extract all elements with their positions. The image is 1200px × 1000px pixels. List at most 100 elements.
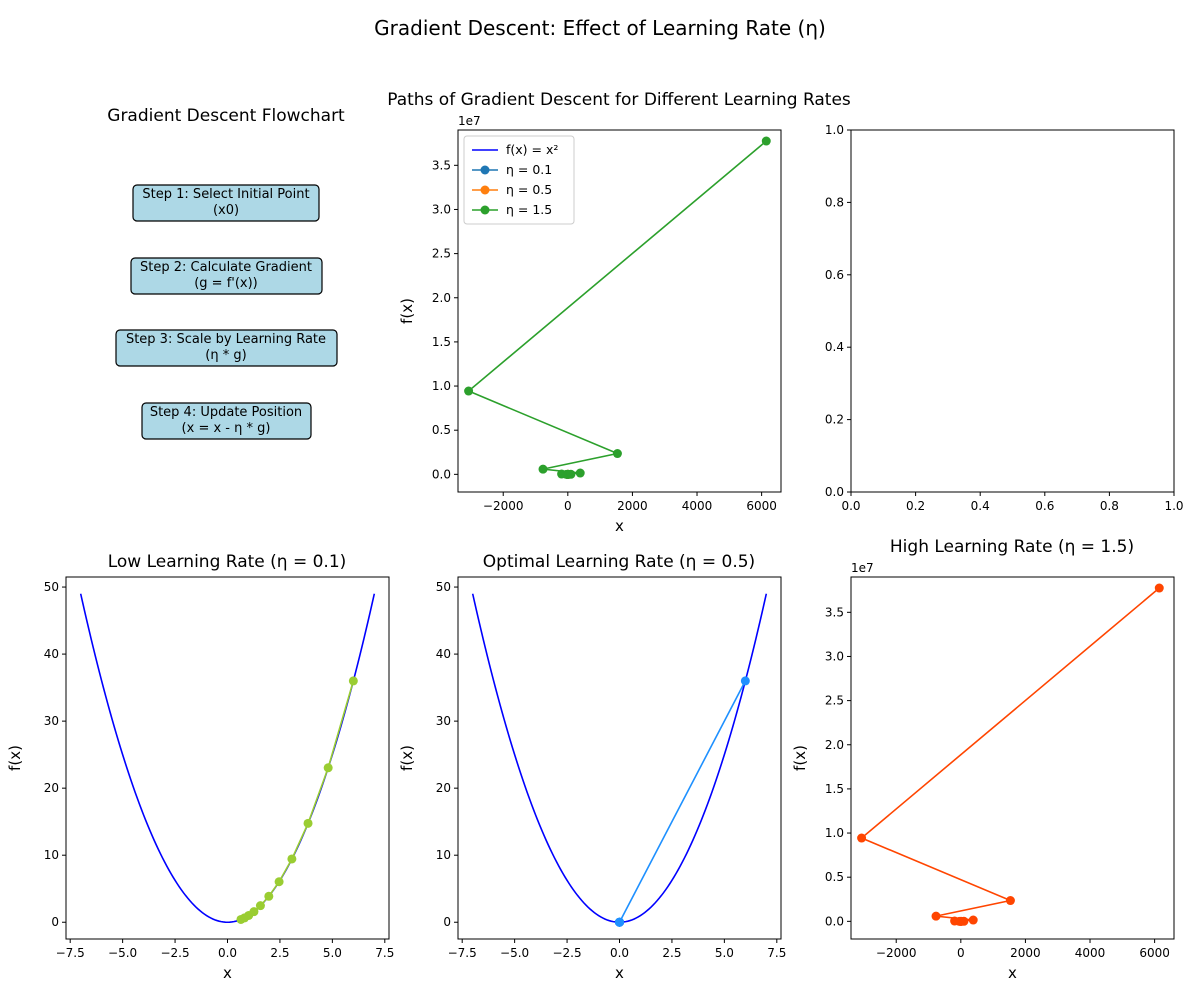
chart-paths-y-offset: 1e7 bbox=[458, 114, 481, 128]
chart-low-title: Low Learning Rate (η = 0.1) bbox=[108, 552, 347, 572]
flowchart-step-3-box bbox=[115, 329, 338, 367]
chart-empty-ytick-label-0: 0.0 bbox=[825, 485, 844, 499]
chart-optimal: −7.5 −5.0 −2.5 0.0 2.5 5.0 7.5 0 10 20 30 40 50 x f(x)… bbox=[398, 552, 786, 982]
flowchart-step-1-line2: (x0) bbox=[213, 203, 239, 218]
chart-paths-ytick-label-2: 1.0 bbox=[432, 379, 451, 393]
chart-optimal-xtick-label-3: 0.0 bbox=[610, 946, 629, 960]
chart-paths-legend-label-2: η = 0.5 bbox=[506, 182, 552, 197]
chart-paths-series-3-point-7 bbox=[538, 464, 548, 474]
chart-paths-ytick-label-7: 3.5 bbox=[432, 158, 451, 172]
chart-paths-title: Paths of Gradient Descent for Different … bbox=[387, 90, 851, 110]
chart-high-xtick-label-4: 6000 bbox=[1139, 946, 1170, 960]
chart-paths-ytick-label-0: 0.0 bbox=[432, 467, 451, 481]
chart-low-ytick-label-4: 40 bbox=[44, 647, 59, 661]
chart-high-y-offset: 1e7 bbox=[851, 561, 874, 575]
chart-low-ytick-label-3: 30 bbox=[44, 714, 59, 728]
chart-paths-ytick-label-1: 0.5 bbox=[432, 423, 451, 437]
chart-optimal-ytick-label-4: 40 bbox=[436, 647, 451, 661]
chart-high-ytick-label-1: 0.5 bbox=[825, 870, 844, 884]
chart-low-ytick-label-1: 10 bbox=[44, 848, 59, 862]
chart-paths-ytick-label-6: 3.0 bbox=[432, 202, 451, 216]
chart-high-ytick-label-0: 0.0 bbox=[825, 914, 844, 928]
chart-high-ytick-label-2: 1.0 bbox=[825, 826, 844, 840]
chart-optimal-ytick-label-5: 50 bbox=[436, 580, 451, 594]
chart-empty-xtick-label-1: 0.2 bbox=[906, 499, 925, 513]
chart-optimal-xtick-label-5: 5.0 bbox=[715, 946, 734, 960]
chart-paths-series-3-point-8 bbox=[612, 449, 622, 459]
chart-low-series-1-point-3 bbox=[287, 854, 297, 864]
chart-high-series-1-point-6 bbox=[968, 915, 978, 925]
chart-low-xtick-label-5: 5.0 bbox=[323, 946, 342, 960]
chart-optimal-ytick-label-3: 30 bbox=[436, 714, 451, 728]
chart-low-series-1-point-10 bbox=[236, 914, 246, 924]
flowchart-step-4-box bbox=[141, 402, 312, 440]
flowchart-step-1-box bbox=[132, 184, 320, 222]
chart-high-xlabel: x bbox=[1008, 964, 1017, 982]
chart-empty-xtick-label-5: 1.0 bbox=[1164, 499, 1183, 513]
chart-optimal-frame bbox=[457, 576, 782, 940]
chart-low-series-1-point-5 bbox=[264, 891, 274, 901]
chart-low: −7.5 −5.0 −2.5 0.0 2.5 5.0 7.5 0 10 20 30 40 50 x f(x)… bbox=[6, 552, 394, 982]
chart-paths-ytick-label-3: 1.5 bbox=[432, 335, 451, 349]
chart-low-series-1-point-0 bbox=[348, 676, 358, 686]
chart-low-series-1-point-6 bbox=[255, 901, 265, 911]
chart-paths-xlabel: x bbox=[615, 517, 624, 535]
chart-high-ytick-label-7: 3.5 bbox=[825, 605, 844, 619]
flowchart-step-1: Step 1: Select Initial Point (x0) bbox=[132, 184, 320, 222]
chart-paths-ylabel: f(x) bbox=[398, 298, 416, 324]
chart-optimal-xtick-label-0: −7.5 bbox=[448, 946, 477, 960]
chart-paths-xtick-label-1: 0 bbox=[564, 499, 572, 513]
chart-optimal-series-1-point-0 bbox=[740, 676, 750, 686]
chart-low-ylabel: f(x) bbox=[6, 745, 24, 771]
chart-high-series-1-point-7 bbox=[931, 911, 941, 921]
chart-empty-ytick-label-5: 1.0 bbox=[825, 123, 844, 137]
chart-optimal-ytick-label-0: 0 bbox=[443, 915, 451, 929]
chart-high-xtick-label-2: 2000 bbox=[1010, 946, 1041, 960]
flowchart-step-1-line1: Step 1: Select Initial Point bbox=[142, 187, 309, 202]
flowchart-step-3-line1: Step 3: Scale by Learning Rate bbox=[126, 332, 326, 347]
chart-paths-series-3-point-5 bbox=[557, 469, 567, 479]
chart-empty-ytick-label-4: 0.8 bbox=[825, 195, 844, 209]
flowchart-step-3: Step 3: Scale by Learning Rate (η * g) bbox=[115, 329, 338, 367]
figure-suptitle: Gradient Descent: Effect of Learning Rat… bbox=[374, 16, 826, 40]
chart-paths-frame bbox=[457, 129, 782, 493]
chart-empty-ytick-label-3: 0.6 bbox=[825, 268, 844, 282]
chart-paths-xtick-label-3: 4000 bbox=[682, 499, 713, 513]
chart-low-ytick-label-2: 20 bbox=[44, 781, 59, 795]
chart-paths-legend-label-3: η = 1.5 bbox=[506, 202, 552, 217]
chart-paths-legend-label-1: η = 0.1 bbox=[506, 162, 552, 177]
chart-high-series-1-point-4 bbox=[959, 916, 969, 926]
chart-optimal-series-0-line bbox=[471, 593, 768, 924]
chart-paths-legend-label-0: f(x) = x² bbox=[506, 142, 558, 157]
chart-high-ytick-label-5: 2.5 bbox=[825, 694, 844, 708]
chart-optimal-plot-area bbox=[471, 593, 768, 927]
chart-paths-ytick-label-4: 2.0 bbox=[432, 291, 451, 305]
chart-high-series-1-point-8 bbox=[1005, 896, 1015, 906]
chart-paths-legend-marker-1 bbox=[480, 165, 490, 175]
chart-high: −2000 0 2000 4000 6000 0.0 0.5 1.0 1.5 2.0 2.5 3.0 3… bbox=[791, 537, 1175, 982]
chart-high-plot-area bbox=[857, 583, 1164, 926]
chart-optimal-ylabel: f(x) bbox=[398, 745, 416, 771]
chart-low-series-1-point-4 bbox=[274, 877, 284, 887]
charts-root: −2000 0 2000 4000 6000 0.0 0.5 1.0 1.5 2.0 2.5 3.0 3… bbox=[6, 90, 1184, 982]
chart-high-ytick-label-6: 3.0 bbox=[825, 649, 844, 663]
chart-optimal-title: Optimal Learning Rate (η = 0.5) bbox=[483, 552, 755, 572]
chart-optimal-xtick-label-1: −5.0 bbox=[500, 946, 529, 960]
flowchart-step-4-line1: Step 4: Update Position bbox=[150, 405, 302, 420]
chart-paths-xtick-label-0: −2000 bbox=[483, 499, 524, 513]
chart-paths-legend-marker-3 bbox=[480, 205, 490, 215]
chart-high-ylabel: f(x) bbox=[791, 745, 809, 771]
flowchart-step-2-line1: Step 2: Calculate Gradient bbox=[140, 260, 312, 275]
chart-high-ytick-label-3: 1.5 bbox=[825, 782, 844, 796]
chart-empty-xtick-label-3: 0.6 bbox=[1035, 499, 1054, 513]
chart-optimal-xlabel: x bbox=[615, 964, 624, 982]
chart-optimal-series-1-point-10 bbox=[615, 917, 624, 927]
chart-paths-series-3-point-6 bbox=[575, 468, 585, 478]
chart-high-series-1-point-10 bbox=[1154, 583, 1164, 593]
chart-paths-series-3-point-4 bbox=[566, 469, 576, 479]
chart-paths-plot-area bbox=[464, 136, 771, 479]
flowchart-panel: Gradient Descent Flowchart Step 1: Selec… bbox=[107, 106, 345, 440]
chart-optimal-xtick-label-6: 7.5 bbox=[767, 946, 786, 960]
chart-optimal-xtick-label-4: 2.5 bbox=[662, 946, 681, 960]
